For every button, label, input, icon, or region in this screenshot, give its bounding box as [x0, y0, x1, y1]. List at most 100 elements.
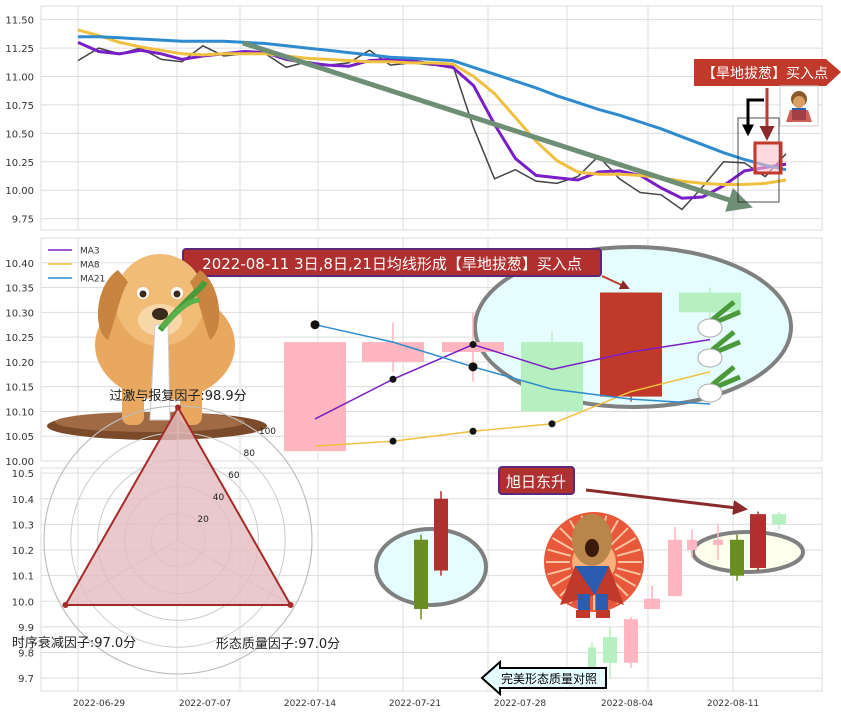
- y-tick-label: 9.8: [18, 649, 34, 660]
- legend-label: MA8: [80, 261, 100, 271]
- sunrise-text: 旭日东升: [506, 473, 566, 491]
- radar-point: [175, 404, 181, 411]
- title-arrow: [601, 275, 630, 290]
- candle-body: [713, 539, 723, 545]
- x-tick-label: 2022-07-21: [389, 699, 441, 709]
- y-tick-label: 10.05: [5, 432, 34, 443]
- compare-text: 完美形态质量对照: [501, 671, 597, 686]
- radar-tick-label: 60: [228, 471, 240, 481]
- candle-body: [644, 598, 660, 609]
- sunrise-label: 旭日东升: [498, 466, 575, 495]
- title-ribbon: 2022-08-11 3日,8日,21日均线形成【旱地拔葱】买入点: [182, 248, 602, 277]
- ma-marker: [469, 427, 477, 435]
- sun-ray: [547, 567, 572, 576]
- scallion-leaf: [710, 300, 741, 325]
- radar-area: [63, 405, 293, 606]
- sun-ray: [551, 573, 574, 587]
- ma-marker: [389, 375, 397, 383]
- y-tick-label: 10.0: [12, 597, 34, 608]
- y-tick-label: 11.25: [5, 44, 34, 55]
- pointer-arrow: [742, 98, 764, 137]
- y-tick-label: 10.40: [5, 259, 34, 270]
- pattern-ellipse-left: [374, 527, 488, 607]
- y-tick-label: 10.10: [5, 407, 34, 418]
- scallion-bulb: [697, 383, 723, 403]
- ma-marker: [548, 420, 556, 428]
- annotation-ribbon: [694, 59, 841, 86]
- y-tick-label: 10.00: [5, 186, 34, 197]
- y-tick-label: 10.4: [12, 495, 34, 506]
- radar-axis-label: 过激与报复因子:98.9分: [109, 389, 246, 404]
- y-tick-label: 11.50: [5, 16, 34, 27]
- legend-label: MA3: [80, 247, 100, 257]
- radar-axis-label: 形态质量因子:97.0分: [216, 637, 340, 652]
- y-tick-label: 10.1: [12, 572, 34, 583]
- legend: MA3 MA8 MA21: [48, 247, 105, 285]
- pattern-panel: 9.7 9.8 9.9 10.0 10.1 10.2 10.3 10.4 10.5 2022-0…: [12, 389, 823, 709]
- buy-box: [753, 141, 783, 175]
- annotation-buy-point: 【旱地拔葱】买入点: [694, 59, 841, 86]
- candle-body: [600, 292, 662, 397]
- scallion-leaf: [710, 365, 741, 390]
- ma-marker: [310, 320, 320, 330]
- x-tick-label: 2022-08-11: [707, 699, 759, 709]
- y-tick-label: 10.5: [12, 469, 34, 480]
- sun-ray: [547, 548, 572, 557]
- candle-body: [588, 647, 596, 676]
- radar-tick-label: 100: [259, 427, 276, 437]
- y-tick-label: 10.25: [5, 333, 34, 344]
- trend-arrow: [242, 40, 753, 212]
- legend-label: MA21: [80, 275, 105, 285]
- scallion-bulb: [697, 318, 723, 338]
- y-tick-label: 10.35: [5, 284, 34, 295]
- candle-body: [414, 539, 428, 609]
- price-y-ticks: 9.75 10.00 10.25 10.50 10.75 11.00 11.25 11.50: [5, 16, 34, 226]
- pattern-ellipse-right: [691, 530, 805, 574]
- y-tick-label: 10.00: [5, 457, 34, 468]
- compare-label: 完美形态质量对照: [480, 659, 607, 697]
- zoom-panel: 10.00 10.05 10.10 10.15 10.20 10.25 10.30 10.35…: [5, 237, 823, 468]
- y-tick-label: 9.75: [12, 215, 34, 226]
- buy-highlight: [753, 144, 779, 174]
- radar-tick-label: 20: [197, 515, 209, 525]
- candle-body: [521, 342, 583, 412]
- scallion-bulb: [697, 348, 723, 368]
- y-tick-label: 10.50: [5, 129, 34, 140]
- y-tick-label: 10.20: [5, 358, 34, 369]
- x-tick-label: 2022-07-07: [179, 699, 231, 709]
- y-tick-label: 9.7: [18, 674, 34, 685]
- candle-body: [668, 539, 682, 597]
- small-avatar-icon: [779, 85, 819, 127]
- sun-ray: [551, 537, 574, 551]
- candle-body: [284, 342, 346, 452]
- candle-body: [434, 498, 448, 571]
- y-tick-label: 10.3: [12, 520, 34, 531]
- candle-body: [750, 514, 766, 568]
- x-tick-label: 2022-07-28: [494, 699, 547, 709]
- sun-ray: [614, 537, 637, 551]
- candle-body: [687, 539, 697, 551]
- candle-body: [772, 514, 786, 525]
- y-tick-label: 10.25: [5, 158, 34, 169]
- annotation-text: 【旱地拔葱】买入点: [702, 66, 828, 82]
- superhero-icon: [544, 512, 644, 618]
- pattern-y-ticks: 9.7 9.8 9.9 10.0 10.1 10.2 10.3 10.4 10.5: [12, 469, 34, 685]
- ma-marker: [468, 362, 478, 372]
- pattern-candles: [414, 491, 786, 679]
- radar-tick-label: 80: [243, 449, 255, 459]
- sunrise-arrow: [585, 488, 748, 516]
- sun-ray: [610, 527, 629, 546]
- zoom-ma-lines: [310, 320, 711, 447]
- x-tick-label: 2022-07-14: [284, 699, 337, 709]
- radar-axis-label: 时序衰减因子:97.0分: [12, 635, 136, 651]
- candle-body: [624, 619, 638, 663]
- radar-point: [287, 601, 294, 608]
- price-grid: [41, 6, 822, 230]
- radar-point: [62, 601, 69, 608]
- y-tick-label: 10.2: [12, 546, 34, 557]
- scallion-leaf: [710, 330, 741, 355]
- radar-tick-label: 40: [213, 493, 225, 503]
